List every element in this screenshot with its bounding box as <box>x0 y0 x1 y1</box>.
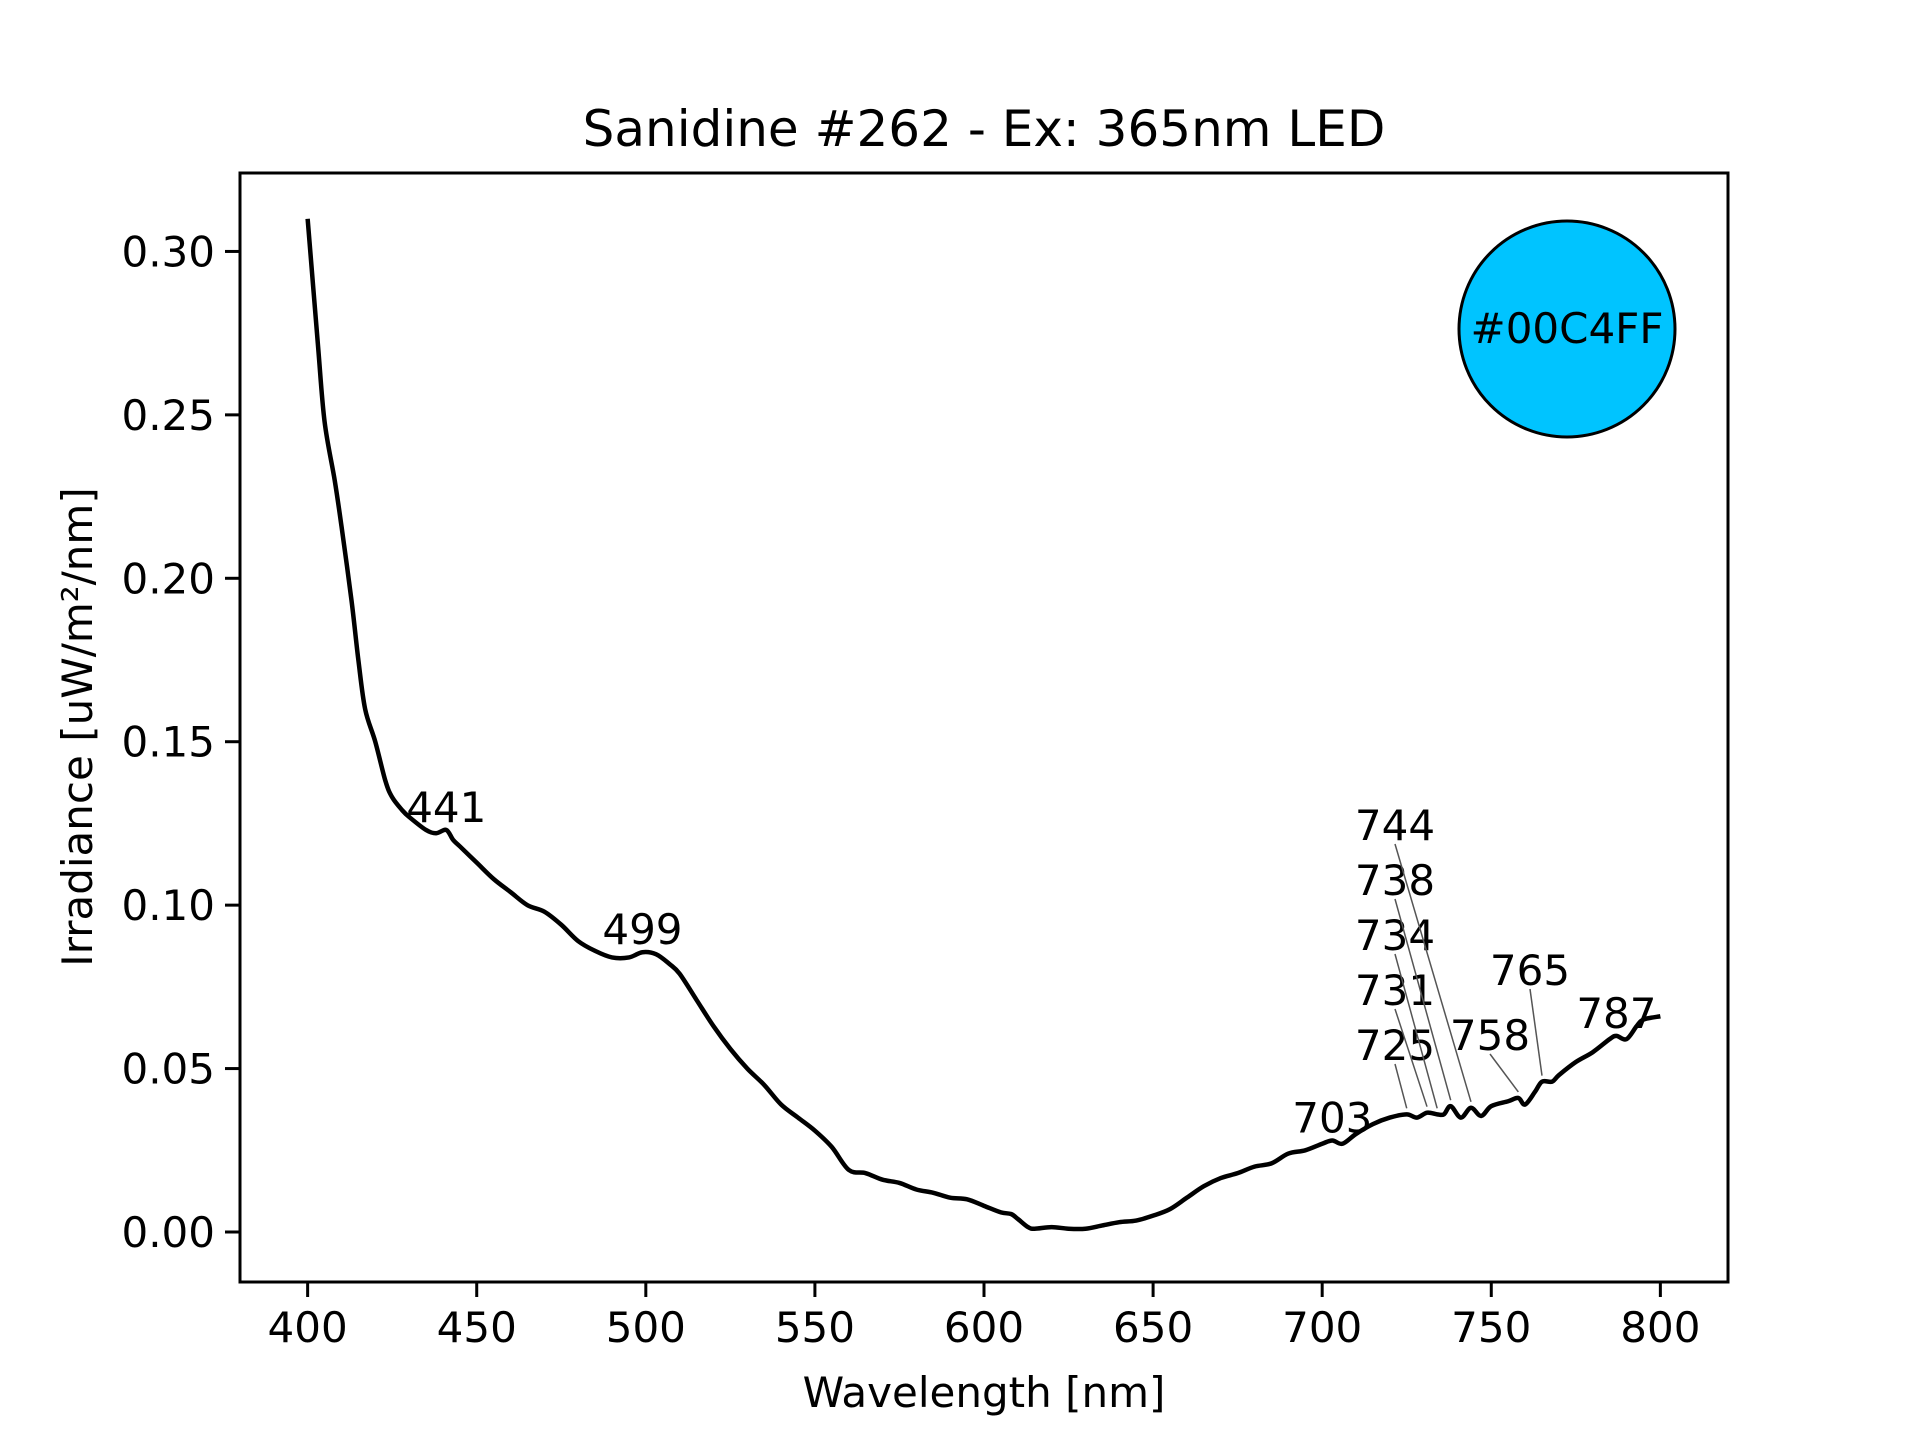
x-tick-label: 600 <box>944 1303 1024 1352</box>
y-tick-label: 0.25 <box>121 391 215 440</box>
peak-label: 758 <box>1450 1011 1530 1060</box>
x-tick-label: 400 <box>268 1303 348 1352</box>
peak-label: 744 <box>1355 801 1435 850</box>
peak-label: 731 <box>1355 966 1435 1015</box>
peak-label: 725 <box>1355 1021 1435 1070</box>
x-tick-label: 500 <box>606 1303 686 1352</box>
peak-leader-line <box>1529 988 1543 1076</box>
peak-label: 787 <box>1576 989 1656 1038</box>
x-tick-label: 800 <box>1620 1303 1700 1352</box>
peak-label: 765 <box>1490 946 1570 995</box>
x-tick-label: 450 <box>437 1303 517 1352</box>
y-tick-label: 0.30 <box>121 227 215 276</box>
peak-label: 738 <box>1355 856 1435 905</box>
x-axis: 400 450 500 550 600 650 700 750 800 <box>268 1282 1700 1352</box>
peak-label: 499 <box>602 905 682 954</box>
color-swatch-label: #00C4FF <box>1471 304 1664 353</box>
peak-label: 441 <box>406 783 486 832</box>
y-tick-label: 0.20 <box>121 554 215 603</box>
peak-leader-line <box>1394 953 1438 1109</box>
peak-leader-line <box>1394 1008 1428 1107</box>
y-axis-label: Irradiance [uW/m²/nm] <box>53 487 102 966</box>
x-tick-label: 700 <box>1282 1303 1362 1352</box>
peak-label: 734 <box>1355 911 1435 960</box>
peak-leader-line <box>1489 1053 1519 1093</box>
x-tick-label: 550 <box>775 1303 855 1352</box>
peak-leader-line <box>1394 898 1452 1101</box>
peak-leader-line <box>1394 1063 1408 1109</box>
x-tick-label: 650 <box>1113 1303 1193 1352</box>
color-swatch-circle <box>1457 219 1677 439</box>
peak-leader-line <box>1394 843 1472 1103</box>
y-tick-label: 0.10 <box>121 881 215 930</box>
chart-title: Sanidine #262 - Ex: 365nm LED <box>583 100 1386 158</box>
y-tick-label: 0.15 <box>121 718 215 767</box>
spectrum-line <box>305 218 1661 1232</box>
y-tick-label: 0.00 <box>121 1208 215 1257</box>
y-tick-label: 0.05 <box>121 1045 215 1094</box>
x-axis-label: Wavelength [nm] <box>803 1368 1166 1417</box>
y-axis: 0.00 0.05 0.10 0.15 0.20 0.25 0.30 <box>121 227 240 1257</box>
x-tick-label: 750 <box>1451 1303 1531 1352</box>
color-swatch: #00C4FF <box>1457 219 1677 439</box>
peak-label: 703 <box>1292 1093 1372 1142</box>
